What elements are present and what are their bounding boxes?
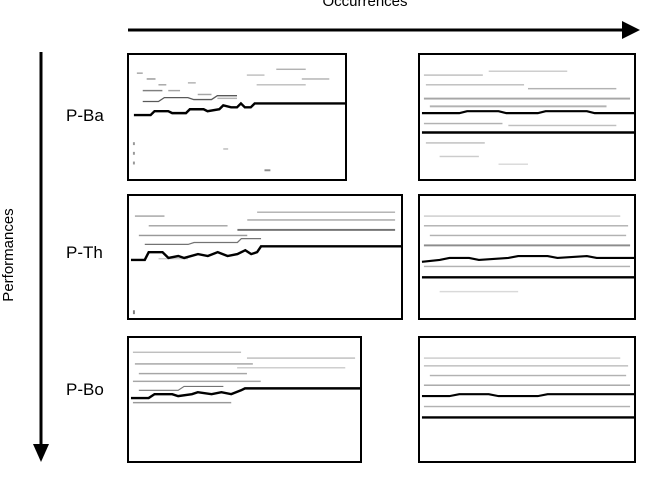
chromagram-trace-2 bbox=[138, 385, 224, 391]
chromagram-noise bbox=[423, 357, 631, 408]
chromagram-noise bbox=[132, 68, 330, 172]
chromagram-trace-2 bbox=[142, 95, 237, 103]
row-label-p-th: P-Th bbox=[66, 243, 103, 262]
performances-arrow bbox=[33, 52, 49, 462]
chromagram-panel-p-th-2 bbox=[418, 194, 636, 320]
chromagram-noise bbox=[132, 351, 356, 404]
chromagram-panel-p-ba-1 bbox=[127, 53, 347, 181]
chromagram-trace-2 bbox=[144, 237, 262, 246]
chromagram-image bbox=[421, 70, 634, 165]
chromagram-image bbox=[130, 351, 360, 404]
occurrences-arrow bbox=[128, 21, 640, 39]
row-label-p-ba: P-Ba bbox=[66, 106, 104, 125]
chromagram-noise bbox=[423, 70, 631, 165]
chromagram-trace bbox=[421, 254, 634, 263]
chromagram-image bbox=[132, 68, 345, 172]
chromagram-image bbox=[130, 211, 401, 315]
performances-axis-label: Performances bbox=[0, 208, 17, 302]
chromagram-noise bbox=[423, 215, 631, 293]
chromagram-trace bbox=[130, 387, 360, 400]
row-label-p-bo: P-Bo bbox=[66, 380, 104, 399]
occurrences-axis-label: Occurrences bbox=[322, 0, 408, 10]
chromagram-panel-p-th-1 bbox=[127, 194, 403, 320]
chromagram-noise bbox=[132, 211, 396, 315]
chromagram-trace bbox=[133, 101, 345, 117]
chromagram-image bbox=[421, 357, 634, 419]
chromagram-panel-p-bo-2 bbox=[418, 336, 636, 463]
chromagram-image bbox=[421, 215, 634, 293]
chromagram-trace bbox=[130, 245, 401, 262]
chromagram-trace bbox=[421, 110, 634, 115]
chromagram-panel-p-ba-2 bbox=[418, 53, 636, 181]
chromagram-trace bbox=[421, 393, 634, 398]
chromagram-panel-p-bo-1 bbox=[127, 336, 362, 463]
